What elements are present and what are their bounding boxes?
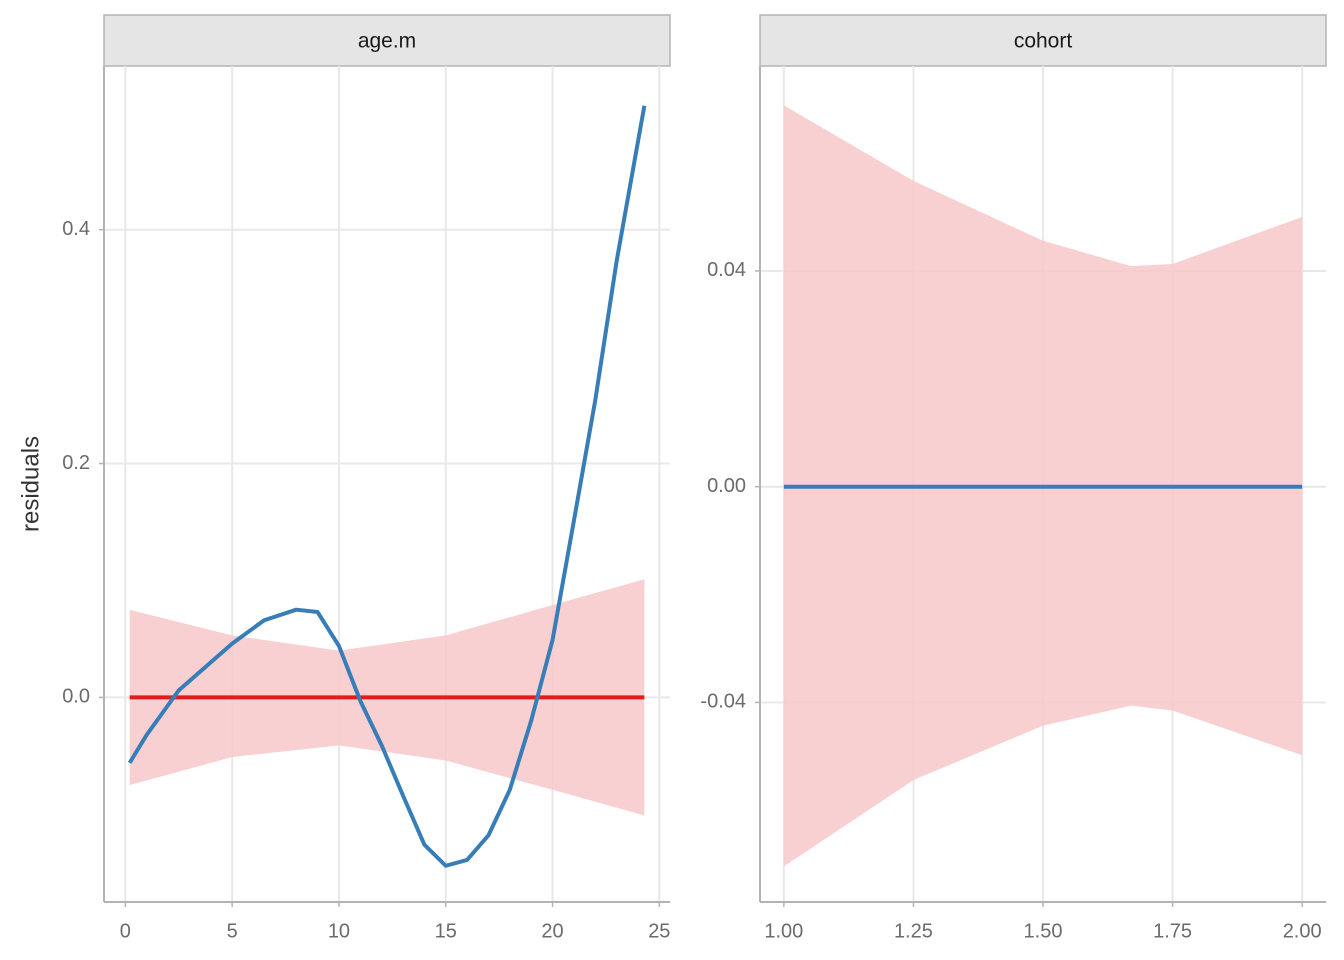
x-tick-label: 1.00 (764, 920, 803, 942)
y-tick-label: 0.4 (62, 218, 90, 240)
x-tick-label: 5 (227, 920, 238, 942)
strip (759, 14, 1327, 67)
x-tick-label: 15 (435, 920, 457, 942)
y-tick-label: -0.04 (700, 691, 746, 713)
y-tick-label: 0.2 (62, 452, 90, 474)
y-axis-label: residuals (17, 436, 44, 532)
x-tick-label: 1.50 (1024, 920, 1063, 942)
x-tick-label: 2.00 (1283, 920, 1322, 942)
y-tick-label: 0.0 (62, 686, 90, 708)
y-tick-label: 0.04 (707, 259, 746, 281)
strip-label: age.m (358, 30, 416, 53)
x-tick-label: 0 (120, 920, 131, 942)
y-tick-label: 0.00 (707, 475, 746, 497)
x-tick-label: 1.75 (1153, 920, 1192, 942)
x-tick-label: 20 (541, 920, 563, 942)
strip-label: cohort (1014, 30, 1073, 53)
strip (103, 14, 671, 67)
x-tick-label: 25 (648, 920, 670, 942)
x-tick-label: 1.25 (894, 920, 933, 942)
x-tick-label: 10 (328, 920, 350, 942)
line (127, 105, 647, 868)
